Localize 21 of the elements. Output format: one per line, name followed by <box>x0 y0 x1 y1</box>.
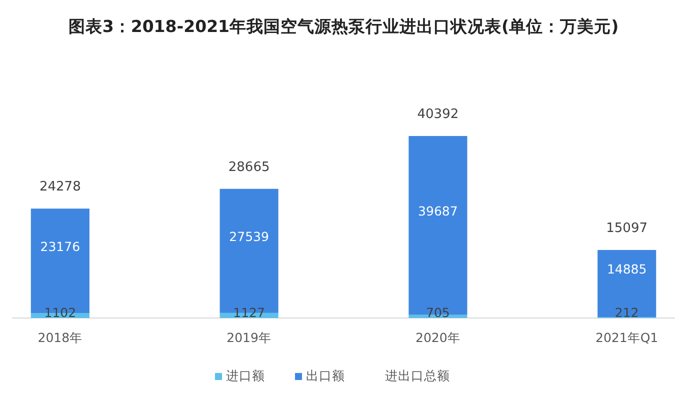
text: 进出口总额 <box>385 368 450 383</box>
data-label: 1127 <box>233 305 265 320</box>
total-label: 28665 <box>228 160 270 175</box>
data-label: 212 <box>614 305 639 320</box>
data-label: 23176 <box>40 238 80 254</box>
total-label: 24278 <box>39 180 81 195</box>
x-tick-label: 2021年Q1 <box>596 330 658 345</box>
chart-title: 图表3：2018-2021年我国空气源热泵行业进出口状况表(单位：万美元) <box>68 17 619 36</box>
data-label: 14885 <box>606 262 647 277</box>
x-tick-label: 2020年 <box>416 330 460 345</box>
legend-label: 进口额 <box>226 368 265 383</box>
legend-label: 出口额 <box>306 368 345 383</box>
total-label: 15097 <box>606 220 648 236</box>
x-tick-label: 2019年 <box>226 330 272 345</box>
bar <box>598 250 656 318</box>
x-tick-label: 2018年 <box>38 330 83 345</box>
data-label: 27539 <box>229 228 269 244</box>
total-label: 40392 <box>417 107 459 122</box>
data-label: 705 <box>426 305 450 320</box>
data-label: 39687 <box>418 203 458 218</box>
data-label: 1102 <box>44 305 76 320</box>
